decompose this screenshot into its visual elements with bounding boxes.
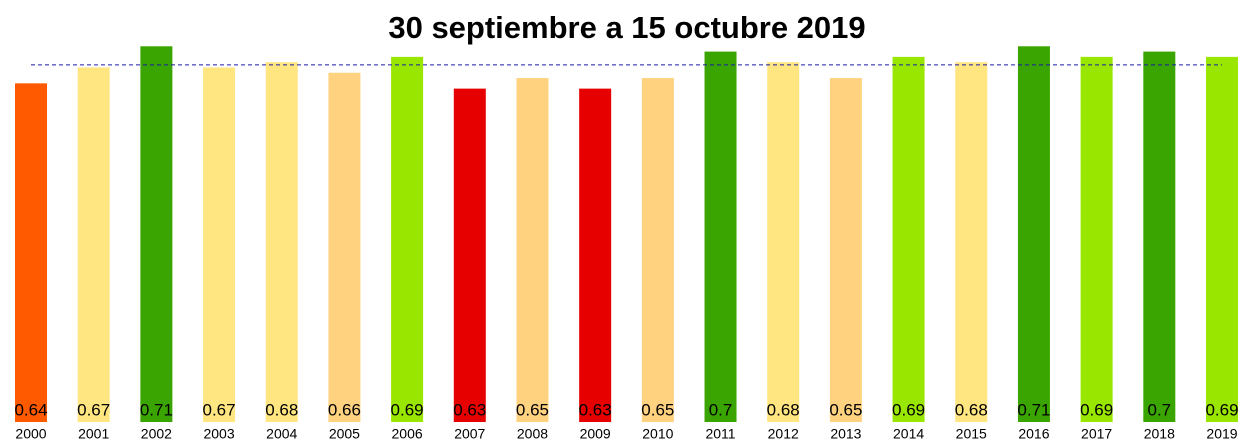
bar bbox=[516, 78, 549, 423]
x-tick-label: 2000 bbox=[15, 426, 46, 442]
bar bbox=[77, 67, 110, 422]
x-tick-label: 2016 bbox=[1018, 426, 1049, 442]
x-tick-label: 2018 bbox=[1144, 426, 1175, 442]
bar bbox=[140, 46, 173, 423]
value-label: 0.66 bbox=[328, 400, 361, 419]
x-tick-label: 2013 bbox=[830, 426, 861, 442]
value-label: 0.65 bbox=[829, 400, 862, 419]
value-label: 0.68 bbox=[767, 400, 800, 419]
x-tick-label: 2011 bbox=[705, 426, 735, 442]
value-label: 0.68 bbox=[265, 400, 298, 419]
value-label: 0.65 bbox=[516, 400, 549, 419]
x-tick-label: 2014 bbox=[893, 426, 924, 442]
bar bbox=[641, 78, 674, 423]
value-label: 0.71 bbox=[140, 400, 173, 419]
value-label: 0.63 bbox=[579, 400, 612, 419]
x-tick-label: 2015 bbox=[956, 426, 987, 442]
value-label: 0.67 bbox=[203, 400, 236, 419]
bar bbox=[203, 67, 236, 422]
bar bbox=[955, 62, 988, 423]
value-label: 0.67 bbox=[77, 400, 110, 419]
value-label: 0.69 bbox=[1080, 400, 1113, 419]
value-label: 0.7 bbox=[1147, 400, 1171, 419]
value-label: 0.71 bbox=[1017, 400, 1050, 419]
x-tick-label: 2006 bbox=[392, 426, 423, 442]
value-label: 0.65 bbox=[641, 400, 674, 419]
x-tick-label: 2005 bbox=[329, 426, 360, 442]
bar bbox=[391, 56, 424, 422]
bar bbox=[829, 78, 862, 423]
bar bbox=[328, 72, 361, 422]
x-tick-label: 2004 bbox=[266, 426, 297, 442]
bar bbox=[767, 62, 800, 423]
x-tick-label: 2010 bbox=[642, 426, 673, 442]
x-tick-label: 2003 bbox=[203, 426, 234, 442]
bar bbox=[15, 83, 47, 422]
x-tick-label: 2007 bbox=[454, 426, 485, 442]
x-tick-label: 2001 bbox=[78, 426, 109, 442]
bar bbox=[1017, 46, 1050, 423]
x-tick-label: 2002 bbox=[141, 426, 172, 442]
bar bbox=[1206, 56, 1238, 422]
x-tick-label: 2009 bbox=[580, 426, 611, 442]
value-label: 0.68 bbox=[955, 400, 988, 419]
value-label: 0.64 bbox=[14, 400, 47, 419]
value-label: 0.7 bbox=[709, 400, 733, 419]
x-tick-label: 2012 bbox=[768, 426, 799, 442]
chart-title: 30 septiembre a 15 octubre 2019 bbox=[388, 10, 865, 45]
x-tick-label: 2008 bbox=[517, 426, 548, 442]
bar bbox=[892, 56, 925, 422]
value-label: 0.69 bbox=[1205, 400, 1238, 419]
bar bbox=[453, 88, 486, 422]
bar bbox=[1143, 51, 1176, 422]
bar bbox=[704, 51, 737, 422]
value-label: 0.63 bbox=[453, 400, 486, 419]
x-tick-label: 2017 bbox=[1081, 426, 1112, 442]
value-label: 0.69 bbox=[892, 400, 925, 419]
bar bbox=[1080, 56, 1113, 422]
value-label: 0.69 bbox=[391, 400, 424, 419]
bar bbox=[579, 88, 612, 422]
bar bbox=[265, 62, 298, 423]
x-tick-label: 2019 bbox=[1206, 426, 1237, 442]
